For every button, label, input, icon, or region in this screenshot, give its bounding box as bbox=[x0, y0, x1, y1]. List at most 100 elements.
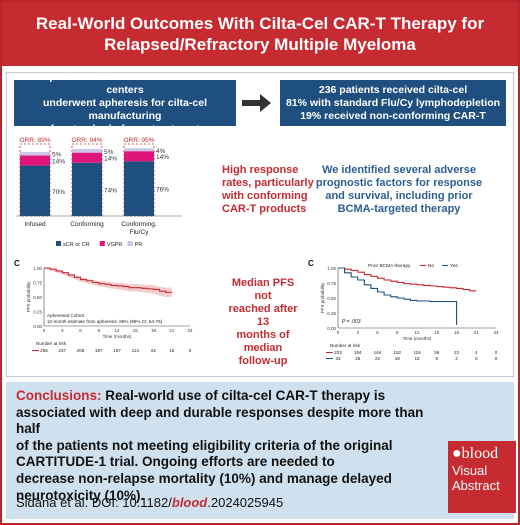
x-tick-label: 0 bbox=[43, 328, 46, 333]
conclusion-line: neurotoxicity (10%). bbox=[16, 487, 145, 503]
legend-label: No bbox=[428, 263, 434, 269]
km-chart-layer: C1.000.750.500.250.000 3 6 9 12 15 18 21 24Time … bbox=[308, 259, 499, 361]
bar-value-label: 76% bbox=[156, 187, 169, 194]
risk-table-title: Number at risk bbox=[330, 343, 361, 348]
x-tick-label: 15 bbox=[434, 330, 440, 335]
infusion-box: 236 patients received cilta-cel 81% with… bbox=[280, 80, 506, 126]
bar-value-label: 4% bbox=[156, 148, 166, 155]
category-label: Conforming, bbox=[121, 221, 157, 228]
citation-prefix: Sidana et al. DOI: 10.1182/ bbox=[16, 495, 172, 510]
finding-line: prognostic factors for response bbox=[315, 177, 483, 189]
logo-brand-text: blood bbox=[461, 445, 499, 462]
bar-value-label: 5% bbox=[104, 149, 114, 156]
x-tick-label: 0 bbox=[337, 330, 340, 335]
conclusion-lead: Conclusions: bbox=[16, 388, 102, 403]
pfs-apheresed-chart: C1.000.750.500.250.000 3 6 9 12 15 18 21 24Time … bbox=[14, 259, 193, 353]
bar-segment bbox=[124, 151, 154, 162]
arrow-right-icon bbox=[242, 94, 271, 112]
bar-value-label: 70% bbox=[52, 189, 65, 196]
x-tick-label: 12 bbox=[414, 330, 420, 335]
x-tick-label: 9 bbox=[396, 330, 399, 335]
finding-line: months of median bbox=[236, 329, 290, 354]
y-tick-label: 0.50 bbox=[327, 296, 336, 301]
x-tick-label: 18 bbox=[151, 328, 157, 333]
x-tick-label: 21 bbox=[474, 330, 480, 335]
pfs-prior-bcma-chart: C1.000.750.500.250.000 3 6 9 12 15 18 21 24Time … bbox=[308, 259, 499, 361]
risk-count: 167 bbox=[113, 348, 121, 353]
category-label: Conforming bbox=[70, 221, 104, 228]
legend-label: sCR or CR bbox=[63, 242, 90, 248]
y-tick-label: 0.75 bbox=[327, 281, 336, 286]
infusion-line: 19% received non-conforming CAR-T bbox=[300, 109, 486, 122]
legend-label: Yes bbox=[450, 263, 458, 269]
category-label: Infused bbox=[24, 221, 46, 228]
bar-segment bbox=[124, 148, 154, 152]
risk-count: 0 bbox=[189, 348, 192, 353]
bar-value-label: 14% bbox=[104, 156, 117, 163]
risk-table-title: Number at risk bbox=[36, 341, 67, 346]
apheresis-line: underwent apheresis for cilta-cel manufa… bbox=[43, 96, 207, 122]
risk-count: 33 bbox=[335, 356, 341, 361]
finding-line: CAR-T products bbox=[222, 203, 307, 215]
risk-count: 61 bbox=[151, 348, 157, 353]
category-label: Flu/Cy bbox=[130, 229, 150, 236]
bar-segment bbox=[72, 149, 102, 153]
x-tick-label: 15 bbox=[133, 328, 139, 333]
x-tick-label: 3 bbox=[61, 328, 64, 333]
finding-line: Median PFS not bbox=[231, 277, 295, 302]
conclusion-text: Conclusions: Real-world use of cilta-cel… bbox=[16, 388, 436, 504]
x-tick-label: 6 bbox=[376, 330, 379, 335]
bar-value-label: 14% bbox=[156, 154, 169, 161]
bar-value-label: 74% bbox=[104, 187, 117, 194]
citation: Sidana et al. DOI: 10.1182/blood.2024025… bbox=[16, 495, 283, 510]
citation-journal: blood bbox=[171, 495, 208, 510]
bar-segment bbox=[72, 162, 102, 216]
blood-visual-abstract-logo: ●blood Visual Abstract bbox=[448, 441, 516, 513]
bar-segment bbox=[124, 161, 154, 216]
risk-count: 15 bbox=[414, 356, 420, 361]
risk-count: 8 bbox=[435, 356, 438, 361]
bar-segment bbox=[20, 155, 50, 166]
infusion-line: 236 patients received cilta-cel bbox=[318, 83, 468, 96]
title-line-2: Relapsed/Refractory Multiple Myeloma bbox=[104, 35, 416, 54]
conclusion-line: CARTITUDE-1 trial. Ongoing efforts are n… bbox=[16, 454, 335, 470]
bar-segment bbox=[20, 165, 50, 216]
risk-count: 203 bbox=[334, 350, 342, 355]
y-tick-label: 0.00 bbox=[33, 324, 42, 329]
title-banner: Real-World Outcomes With Cilta-Cel CAR-T… bbox=[2, 2, 518, 66]
legend-swatch bbox=[56, 241, 61, 246]
risk-count: 164 bbox=[374, 350, 382, 355]
infusion-line: 81% with standard Flu/Cy lymphodepletion bbox=[285, 96, 501, 109]
x-tick-label: 18 bbox=[454, 330, 460, 335]
risk-count: 237 bbox=[58, 348, 66, 353]
y-tick-label: 0.25 bbox=[327, 311, 336, 316]
legend-title: Prior BCMA therapy bbox=[368, 263, 411, 269]
km-series-line bbox=[44, 267, 172, 293]
legend-label: VGPR bbox=[107, 242, 123, 248]
conclusion-line: decrease non-relapse mortality (10%) and… bbox=[16, 470, 392, 486]
x-tick-label: 6 bbox=[79, 328, 82, 333]
x-tick-label: 9 bbox=[97, 328, 100, 333]
citation-suffix: .2024025945 bbox=[207, 495, 284, 510]
x-axis-title: Time (months) bbox=[103, 334, 132, 339]
y-tick-label: 0.75 bbox=[33, 281, 42, 286]
risk-count: 208 bbox=[77, 348, 85, 353]
page-title: Real-World Outcomes With Cilta-Cel CAR-T… bbox=[36, 13, 484, 55]
risk-count: 25 bbox=[355, 356, 361, 361]
y-tick-label: 1.00 bbox=[327, 266, 336, 271]
title-line-1: Real-World Outcomes With Cilta-Cel CAR-T… bbox=[35, 14, 485, 33]
bar-segment bbox=[20, 151, 50, 156]
confidence-band bbox=[44, 268, 172, 298]
risk-count: 2 bbox=[455, 356, 458, 361]
panel-label: C bbox=[14, 259, 20, 268]
finding-line: We identified several adverse bbox=[322, 164, 476, 176]
risk-count: 0 bbox=[495, 356, 498, 361]
conclusion-box: Conclusions: Real-world use of cilta-cel… bbox=[6, 382, 516, 519]
x-tick-label: 21 bbox=[169, 328, 175, 333]
chart-legend: sCR or CR VGPR PR bbox=[56, 241, 142, 248]
finding-line: reached after 13 bbox=[228, 303, 298, 328]
finding-line: rates, particularly bbox=[222, 177, 314, 189]
risk-count: 22 bbox=[375, 356, 381, 361]
